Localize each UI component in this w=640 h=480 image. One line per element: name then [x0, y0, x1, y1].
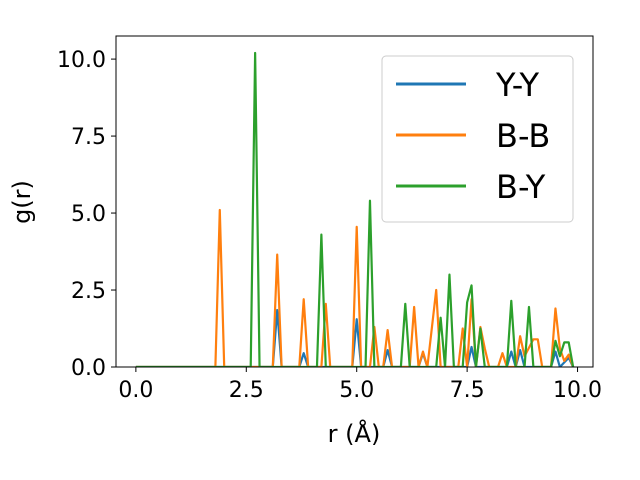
series-line-b-b	[135, 208, 575, 367]
legend-label-y-y: Y-Y	[495, 66, 540, 104]
x-tick-label: 5.0	[339, 378, 374, 403]
plot-frame	[115, 35, 594, 368]
y-tick-label: 2.5	[71, 279, 106, 304]
x-axis-label: r (Å)	[328, 419, 381, 448]
x-tick-label: 10.0	[553, 378, 602, 403]
y-axis-label: g(r)	[8, 180, 36, 224]
series-lines	[135, 51, 575, 367]
x-tick-label: 7.5	[450, 378, 485, 403]
legend-box	[381, 55, 574, 223]
series-line-b-y	[135, 51, 575, 367]
x-tick-label: 0.0	[118, 378, 153, 403]
y-tick-label: 10.0	[57, 48, 106, 73]
y-tick-label: 0.0	[71, 356, 106, 381]
y-tick-label: 7.5	[71, 125, 106, 150]
y-axis-ticks: 0.0 2.5 5.0 7.5 10.0	[57, 48, 116, 381]
x-axis-ticks: 0.0 2.5 5.0 7.5 10.0	[118, 367, 602, 403]
legend: Y-Y B-B B-Y	[381, 55, 574, 223]
x-tick-label: 2.5	[229, 378, 264, 403]
y-tick-label: 5.0	[71, 202, 106, 227]
legend-label-b-b: B-B	[496, 117, 550, 155]
legend-label-b-y: B-Y	[496, 168, 546, 206]
